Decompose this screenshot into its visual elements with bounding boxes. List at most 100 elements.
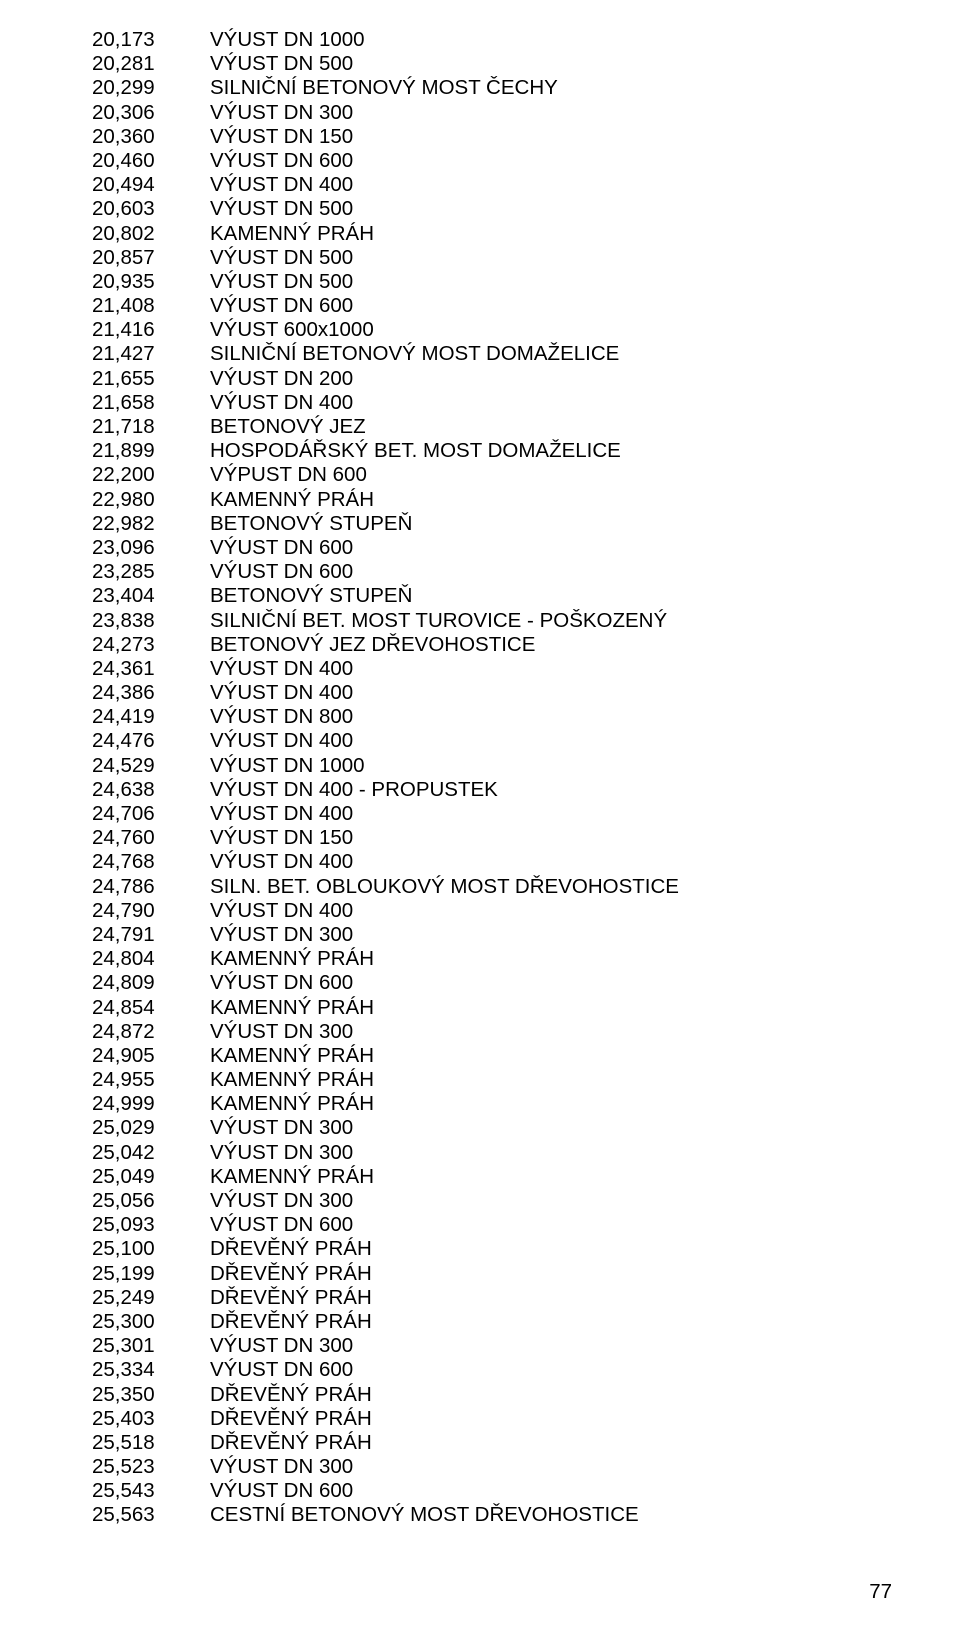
row-description: VÝUST DN 400 xyxy=(210,899,960,923)
row-description: VÝUST DN 600 xyxy=(210,1213,960,1237)
table-row: 24,955KAMENNÝ PRÁH xyxy=(92,1068,960,1092)
table-row: 24,999KAMENNÝ PRÁH xyxy=(92,1092,960,1116)
table-row: 20,603VÝUST DN 500 xyxy=(92,197,960,221)
row-number: 24,999 xyxy=(92,1092,210,1116)
row-number: 25,042 xyxy=(92,1141,210,1165)
row-number: 25,518 xyxy=(92,1431,210,1455)
row-description: VÝUST DN 300 xyxy=(210,1334,960,1358)
row-description: VÝUST DN 400 xyxy=(210,850,960,874)
row-number: 23,404 xyxy=(92,584,210,608)
table-row: 24,790VÝUST DN 400 xyxy=(92,899,960,923)
row-description: SILNIČNÍ BETONOVÝ MOST ČECHY xyxy=(210,76,960,100)
row-description: VÝPUST DN 600 xyxy=(210,463,960,487)
row-number: 21,427 xyxy=(92,342,210,366)
row-description: KAMENNÝ PRÁH xyxy=(210,1068,960,1092)
page-number: 77 xyxy=(92,1528,960,1604)
table-row: 20,460VÝUST DN 600 xyxy=(92,149,960,173)
table-row: 20,802KAMENNÝ PRÁH xyxy=(92,222,960,246)
row-description: SILNIČNÍ BET. MOST TUROVICE - POŠKOZENÝ xyxy=(210,609,960,633)
row-description: DŘEVĚNÝ PRÁH xyxy=(210,1383,960,1407)
row-number: 24,706 xyxy=(92,802,210,826)
row-number: 24,273 xyxy=(92,633,210,657)
row-description: VÝUST DN 150 xyxy=(210,125,960,149)
row-number: 21,658 xyxy=(92,391,210,415)
row-description: VÝUST DN 600 xyxy=(210,560,960,584)
row-description: HOSPODÁŘSKÝ BET. MOST DOMAŽELICE xyxy=(210,439,960,463)
row-description: BETONOVÝ STUPEŇ xyxy=(210,512,960,536)
row-description: VÝUST DN 300 xyxy=(210,923,960,947)
row-description: VÝUST DN 600 xyxy=(210,536,960,560)
row-description: VÝUST DN 300 xyxy=(210,1189,960,1213)
table-row: 25,403DŘEVĚNÝ PRÁH xyxy=(92,1407,960,1431)
table-row: 20,306VÝUST DN 300 xyxy=(92,101,960,125)
row-number: 25,093 xyxy=(92,1213,210,1237)
row-description: KAMENNÝ PRÁH xyxy=(210,1165,960,1189)
row-description: VÝUST DN 200 xyxy=(210,367,960,391)
row-description: BETONOVÝ STUPEŇ xyxy=(210,584,960,608)
table-row: 24,706VÝUST DN 400 xyxy=(92,802,960,826)
table-row: 23,096VÝUST DN 600 xyxy=(92,536,960,560)
row-number: 20,360 xyxy=(92,125,210,149)
table-row: 21,655VÝUST DN 200 xyxy=(92,367,960,391)
row-number: 21,899 xyxy=(92,439,210,463)
row-description: VÝUST DN 300 xyxy=(210,101,960,125)
row-number: 24,419 xyxy=(92,705,210,729)
row-number: 25,350 xyxy=(92,1383,210,1407)
row-description: SILNIČNÍ BETONOVÝ MOST DOMAŽELICE xyxy=(210,342,960,366)
row-description: VÝUST DN 300 xyxy=(210,1020,960,1044)
table-row: 21,416VÝUST 600x1000 xyxy=(92,318,960,342)
row-description: SILN. BET. OBLOUKOVÝ MOST DŘEVOHOSTICE xyxy=(210,875,960,899)
row-description: VÝUST DN 400 xyxy=(210,391,960,415)
row-description: VÝUST DN 400 xyxy=(210,173,960,197)
row-description: DŘEVĚNÝ PRÁH xyxy=(210,1310,960,1334)
table-row: 23,285VÝUST DN 600 xyxy=(92,560,960,584)
table-row: 21,427SILNIČNÍ BETONOVÝ MOST DOMAŽELICE xyxy=(92,342,960,366)
row-number: 21,655 xyxy=(92,367,210,391)
row-description: VÝUST DN 600 xyxy=(210,149,960,173)
row-number: 25,523 xyxy=(92,1455,210,1479)
table-row: 24,419VÝUST DN 800 xyxy=(92,705,960,729)
row-description: KAMENNÝ PRÁH xyxy=(210,947,960,971)
row-number: 20,603 xyxy=(92,197,210,221)
row-number: 24,854 xyxy=(92,996,210,1020)
row-description: DŘEVĚNÝ PRÁH xyxy=(210,1262,960,1286)
row-number: 24,804 xyxy=(92,947,210,971)
table-row: 25,042VÝUST DN 300 xyxy=(92,1141,960,1165)
row-description: VÝUST DN 1000 xyxy=(210,754,960,778)
table-row: 23,404BETONOVÝ STUPEŇ xyxy=(92,584,960,608)
row-number: 24,905 xyxy=(92,1044,210,1068)
row-number: 25,563 xyxy=(92,1503,210,1527)
row-description: VÝUST DN 400 xyxy=(210,729,960,753)
row-description: VÝUST DN 500 xyxy=(210,52,960,76)
row-number: 21,416 xyxy=(92,318,210,342)
row-number: 23,096 xyxy=(92,536,210,560)
table-row: 21,899HOSPODÁŘSKÝ BET. MOST DOMAŽELICE xyxy=(92,439,960,463)
row-description: VÝUST DN 400 xyxy=(210,802,960,826)
table-row: 24,273BETONOVÝ JEZ DŘEVOHOSTICE xyxy=(92,633,960,657)
row-number: 20,460 xyxy=(92,149,210,173)
row-description: VÝUST DN 1000 xyxy=(210,28,960,52)
table-row: 25,301VÝUST DN 300 xyxy=(92,1334,960,1358)
row-description: VÝUST DN 600 xyxy=(210,971,960,995)
row-description: KAMENNÝ PRÁH xyxy=(210,488,960,512)
row-description: VÝUST DN 400 xyxy=(210,657,960,681)
table-row: 20,857VÝUST DN 500 xyxy=(92,246,960,270)
table-row: 25,093VÝUST DN 600 xyxy=(92,1213,960,1237)
table-row: 25,049KAMENNÝ PRÁH xyxy=(92,1165,960,1189)
row-description: BETONOVÝ JEZ xyxy=(210,415,960,439)
table-row: 24,768VÝUST DN 400 xyxy=(92,850,960,874)
row-description: VÝUST 600x1000 xyxy=(210,318,960,342)
row-number: 20,935 xyxy=(92,270,210,294)
row-number: 25,403 xyxy=(92,1407,210,1431)
row-number: 25,029 xyxy=(92,1116,210,1140)
table-row: 21,658VÝUST DN 400 xyxy=(92,391,960,415)
table-row: 25,543VÝUST DN 600 xyxy=(92,1479,960,1503)
row-number: 24,760 xyxy=(92,826,210,850)
row-number: 24,638 xyxy=(92,778,210,802)
row-description: VÝUST DN 500 xyxy=(210,270,960,294)
table-row: 25,056VÝUST DN 300 xyxy=(92,1189,960,1213)
row-description: DŘEVĚNÝ PRÁH xyxy=(210,1286,960,1310)
row-number: 25,199 xyxy=(92,1262,210,1286)
row-description: VÝUST DN 500 xyxy=(210,246,960,270)
data-list: 20,173VÝUST DN 100020,281VÝUST DN 50020,… xyxy=(92,28,960,1528)
